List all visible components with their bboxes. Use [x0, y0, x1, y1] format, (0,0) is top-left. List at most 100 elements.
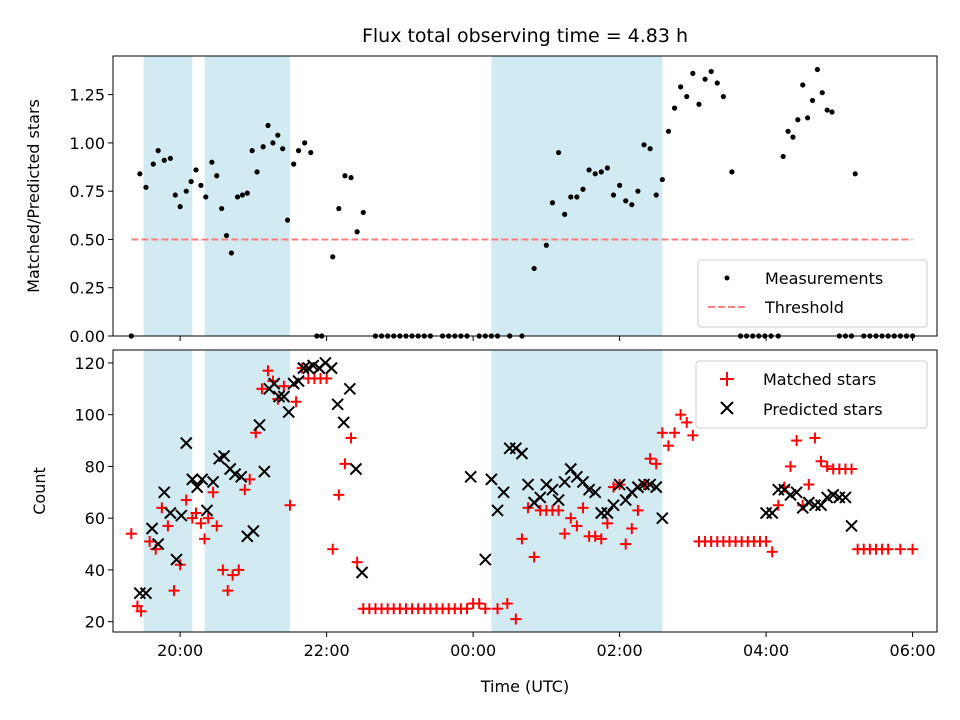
observing-band [143, 56, 193, 336]
matched-star-marker [553, 504, 565, 516]
matched-star-marker [345, 432, 357, 444]
x-tick-label: 00:00 [450, 641, 496, 660]
matched-star-marker [528, 551, 540, 563]
bottom-legend-matched-label: Matched stars [763, 370, 876, 389]
predicted-star-marker [200, 504, 214, 517]
y-tick-label: 1.00 [69, 134, 105, 153]
measurement-point [214, 173, 220, 179]
predicted-star-marker [650, 480, 663, 494]
bottom-panel-frame [112, 349, 938, 633]
predicted-star-marker [552, 493, 565, 507]
matched-star-marker [479, 603, 491, 615]
y-tick-label: 100 [74, 406, 105, 425]
matched-star-marker [681, 416, 693, 428]
measurement-point [150, 161, 156, 167]
matched-star-marker [195, 517, 207, 529]
predicted-star-marker [343, 382, 357, 396]
measurement-point [260, 144, 266, 150]
top-panel-x-ticks [179, 336, 914, 341]
measurement-point [223, 232, 230, 239]
bottom-legend-predicted-label: Predicted stars [763, 400, 883, 419]
bottom-panel-y-axis-label: Count [30, 467, 49, 515]
matched-star-marker [333, 489, 345, 501]
measurement-point [780, 153, 786, 160]
matched-star-marker [809, 432, 821, 444]
matched-star-marker [217, 564, 229, 576]
measurement-point [678, 84, 684, 90]
matched-star-marker [492, 603, 504, 615]
predicted-star-marker [619, 493, 632, 507]
measurement-point [275, 132, 281, 138]
predicted-star-marker [814, 499, 828, 512]
bottom-panel: 20 40 60 80 100 120 20:00 22:00 00:00 02:00 04:00… [30, 349, 938, 696]
predicted-star-marker [497, 486, 510, 499]
predicted-star-marker [759, 506, 773, 520]
matched-star-marker [278, 380, 290, 392]
matched-star-marker [162, 520, 174, 532]
matched-star-marker [256, 383, 268, 395]
measurement-point [239, 192, 245, 198]
top-panel-frame [112, 55, 938, 337]
predicted-star-marker [546, 483, 559, 496]
measurement-point [708, 68, 714, 75]
matched-star-marker [284, 499, 296, 511]
measurement-point [714, 80, 720, 86]
predicted-star-marker [139, 586, 153, 600]
bottom-panel-x-ticks: 20:00 22:00 00:00 02:00 04:00 06:00 [157, 632, 936, 660]
predicted-star-marker [479, 553, 492, 566]
predicted-star-marker [839, 491, 852, 504]
measurement-point [198, 182, 204, 188]
matched-star-marker [190, 507, 202, 519]
matched-star-marker [785, 460, 797, 472]
measurement-point [641, 142, 647, 148]
x-tick-label: 04:00 [743, 641, 789, 660]
bottom-panel-bands [143, 350, 663, 632]
matched-star-marker [290, 396, 302, 408]
top-legend-measurement-marker [724, 275, 730, 281]
matched-star-marker [339, 458, 351, 470]
measurement-point [354, 229, 360, 235]
measurement-point [219, 205, 225, 212]
measurement-point [659, 176, 665, 183]
predicted-star-marker [151, 537, 165, 551]
y-tick-label: 0.25 [69, 279, 105, 298]
predicted-star-marker [267, 377, 281, 390]
predicted-star-marker [253, 418, 266, 432]
measurement-point [671, 105, 678, 111]
y-tick-label: 40 [85, 561, 105, 580]
matched-star-marker [687, 429, 699, 441]
matched-star-marker [601, 517, 613, 529]
predicted-star-marker [464, 470, 477, 483]
predicted-star-marker [601, 506, 614, 520]
matched-star-marker [244, 473, 256, 485]
matched-star-marker [501, 598, 513, 610]
matched-star-marker [571, 520, 583, 532]
measurement-point [161, 157, 167, 163]
matched-star-marker [589, 530, 601, 542]
matched-star-marker [473, 598, 485, 610]
predicted-star-marker [355, 566, 369, 579]
matched-star-marker [766, 546, 778, 558]
measurement-point [635, 188, 641, 194]
top-legend-box [697, 259, 928, 328]
matched-star-marker [222, 585, 234, 597]
matched-star-marker [803, 479, 815, 491]
measurement-point [291, 161, 297, 167]
measurement-point [696, 101, 702, 107]
measurement-point [543, 242, 549, 248]
predicted-star-marker [277, 390, 291, 403]
measurement-point [665, 128, 672, 134]
measurement-point [604, 165, 611, 171]
measurement-point [330, 254, 336, 260]
x-axis-label: Time (UTC) [480, 677, 569, 696]
y-tick-label: 20 [85, 613, 105, 632]
matched-star-marker [565, 512, 577, 524]
measurement-point [188, 178, 194, 185]
matched-star-marker [199, 533, 211, 545]
bottom-legend-matched-marker [720, 372, 734, 386]
measurement-point [234, 194, 241, 200]
observing-band [143, 350, 193, 632]
predicted-star-marker [145, 522, 159, 535]
predicted-star-marker [158, 486, 171, 499]
predicted-star-marker [170, 553, 183, 566]
